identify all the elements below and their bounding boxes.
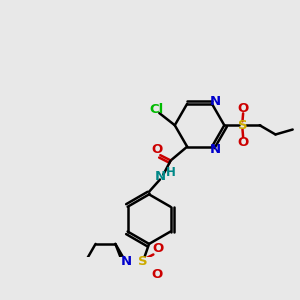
Text: O: O xyxy=(238,102,249,115)
Text: S: S xyxy=(238,119,247,132)
Text: H: H xyxy=(166,167,176,179)
Text: O: O xyxy=(152,143,163,156)
Text: O: O xyxy=(152,268,163,281)
Text: N: N xyxy=(120,255,131,268)
Text: N: N xyxy=(210,94,221,108)
Text: Cl: Cl xyxy=(149,103,164,116)
Text: N: N xyxy=(210,143,221,156)
Text: S: S xyxy=(138,255,147,268)
Text: O: O xyxy=(153,242,164,255)
Text: O: O xyxy=(238,136,249,149)
Text: N: N xyxy=(154,170,166,183)
